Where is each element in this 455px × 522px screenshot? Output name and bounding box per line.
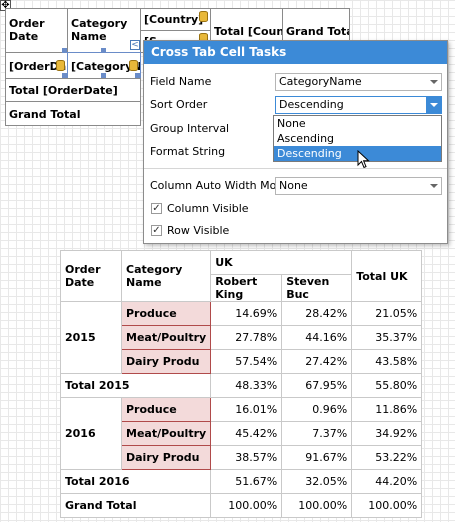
category-cell: Dairy Produ <box>120 445 212 470</box>
total-cell: 44.20% <box>351 469 423 494</box>
year-cell: 2015 <box>60 301 122 374</box>
row-visible-checkbox[interactable]: ✓ <box>151 225 162 236</box>
subtotal-row: Total 2015 48.33% 67.95% 55.80% <box>59 373 423 398</box>
value-cell: 51.67% <box>210 469 283 494</box>
database-field-icon <box>199 11 208 22</box>
value-cell: 100.00% <box>281 493 353 518</box>
value-cell: 28.42% <box>281 301 353 326</box>
value-cell: 7.37% <box>281 421 353 446</box>
field-name-label: Field Name <box>150 75 212 88</box>
selection-handle[interactable] <box>101 48 106 53</box>
order-date-header: Order Date <box>60 250 122 302</box>
field-name-value: CategoryName <box>279 75 362 88</box>
total-cell: 55.80% <box>351 373 423 398</box>
total-cell: 21.05% <box>351 301 423 326</box>
subtotal-row: Total 2016 51.67% 32.05% 44.20% <box>59 469 423 494</box>
value-cell: 27.78% <box>210 325 283 350</box>
country-field-label: [Country] <box>144 13 204 26</box>
selection-handle[interactable] <box>62 48 67 53</box>
divider <box>144 168 447 169</box>
value-cell: 14.69% <box>210 301 283 326</box>
designer-grand-total-row[interactable]: Grand Total <box>5 101 141 126</box>
selection-handle[interactable] <box>135 73 140 78</box>
value-cell: 48.33% <box>210 373 283 398</box>
preview-crosstab-table: Order Date Category Name UK Total UK Rob… <box>59 250 423 518</box>
category-cell: Meat/Poultry <box>120 325 212 350</box>
category-cell: Dairy Produ <box>120 349 212 374</box>
total-cell: 34.92% <box>351 421 423 446</box>
total-cell: 11.86% <box>351 397 423 422</box>
category-cell: Meat/Poultry <box>120 421 212 446</box>
format-string-label: Format String <box>150 145 226 158</box>
table-row: Dairy Produ 38.57% 91.67% 53.22% <box>61 445 423 470</box>
group-interval-label: Group Interval <box>150 122 230 135</box>
designer-order-date-field[interactable]: [OrderDa <box>5 52 68 79</box>
total-cell: 35.37% <box>351 325 423 350</box>
value-cell: 0.96% <box>281 397 353 422</box>
total-cell: 100.00% <box>351 493 423 518</box>
sort-option-none[interactable]: None <box>277 117 306 130</box>
table-row: 2015 Produce 14.69% 28.42% 21.05% <box>60 301 423 374</box>
column-auto-width-label: Column Auto Width Mode <box>150 179 291 192</box>
chevron-down-icon <box>430 103 438 107</box>
column-visible-checkbox[interactable]: ✓ <box>151 203 162 214</box>
category-name-header: Category Name <box>120 250 212 302</box>
sort-order-label: Sort Order <box>150 98 208 111</box>
table-row: Dairy Produ 57.54% 27.42% 43.58% <box>61 349 423 374</box>
total-cell: 53.22% <box>351 445 423 470</box>
person-header: Steven Buc <box>281 274 353 302</box>
panel-title: Cross Tab Cell Tasks <box>144 41 447 64</box>
table-row: 2016 Produce 16.01% 0.96% 11.86% <box>60 397 423 470</box>
designer-total-order-date[interactable]: Total [OrderDate] <box>5 78 141 102</box>
value-cell: 16.01% <box>210 397 283 422</box>
total-cell: 43.58% <box>351 349 423 374</box>
column-auto-width-value: None <box>279 179 308 192</box>
value-cell: 57.54% <box>210 349 283 374</box>
value-cell: 27.42% <box>281 349 353 374</box>
value-cell: 32.05% <box>281 469 353 494</box>
row-visible-label: Row Visible <box>167 224 230 237</box>
person-header: Robert King <box>210 274 283 302</box>
column-visible-label: Column Visible <box>167 202 249 215</box>
mouse-cursor-icon <box>357 150 370 169</box>
category-cell: Produce <box>120 301 212 326</box>
column-auto-width-combo[interactable]: None <box>275 177 442 195</box>
selection-handle[interactable] <box>101 73 106 78</box>
database-field-icon <box>56 60 65 71</box>
sort-order-value: Descending <box>279 98 344 111</box>
value-cell: 100.00% <box>210 493 283 518</box>
value-cell: 44.16% <box>281 325 353 350</box>
table-row: Meat/Poultry 27.78% 44.16% 35.37% <box>61 325 423 350</box>
total-uk-header: Total UK <box>351 250 423 302</box>
dropdown-button[interactable] <box>426 97 441 113</box>
country-header: UK <box>210 250 353 275</box>
designer-country-field[interactable]: [Country] <box>140 8 211 31</box>
subtotal-label: Total 2015 <box>59 373 212 398</box>
sort-order-combo[interactable]: Descending <box>275 96 442 114</box>
field-name-combo[interactable]: CategoryName <box>275 73 442 91</box>
value-cell: 91.67% <box>281 445 353 470</box>
smart-tag-button[interactable]: < <box>130 40 140 50</box>
grand-total-label: Grand Total <box>59 493 212 518</box>
designer-order-date-header[interactable]: Order Date <box>5 8 68 53</box>
value-cell: 45.42% <box>210 421 283 446</box>
chevron-down-icon <box>430 80 438 84</box>
grand-total-row: Grand Total 100.00% 100.00% 100.00% <box>59 493 423 518</box>
database-field-icon <box>129 60 138 71</box>
sort-option-ascending[interactable]: Ascending <box>277 132 335 145</box>
category-cell: Produce <box>120 397 212 422</box>
subtotal-label: Total 2016 <box>59 469 212 494</box>
value-cell: 67.95% <box>281 373 353 398</box>
chevron-down-icon <box>430 184 438 188</box>
selection-handle[interactable] <box>62 73 67 78</box>
value-cell: 38.57% <box>210 445 283 470</box>
year-cell: 2016 <box>60 397 122 470</box>
